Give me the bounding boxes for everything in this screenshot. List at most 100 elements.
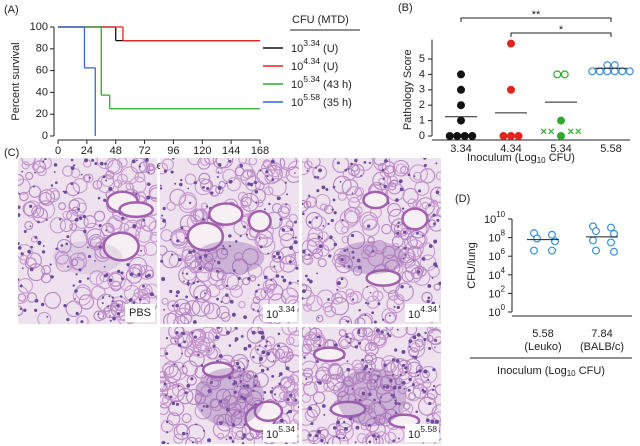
nucleus — [235, 361, 240, 366]
nucleus — [354, 158, 358, 163]
nucleus — [190, 377, 194, 381]
alveolus — [125, 267, 143, 284]
alveolus — [173, 423, 191, 440]
nucleus — [256, 348, 260, 351]
alveolus — [269, 257, 285, 273]
nucleus — [423, 163, 427, 167]
nucleus — [140, 249, 143, 252]
vessel — [365, 269, 402, 287]
nucleus — [369, 291, 372, 294]
nucleus — [318, 344, 322, 347]
alveolus — [306, 295, 323, 312]
alveolus — [107, 271, 126, 290]
nucleus — [259, 365, 261, 367]
panel-label: (C) — [4, 147, 19, 159]
nucleus — [58, 218, 62, 221]
vessel — [186, 221, 225, 252]
nucleus — [174, 340, 177, 343]
nucleus — [216, 297, 219, 301]
nucleus — [210, 380, 214, 384]
nucleus — [381, 168, 385, 172]
nucleus — [316, 189, 320, 193]
nucleus — [293, 240, 298, 245]
legend-label-exponent: 4.34 — [303, 56, 320, 66]
nucleus — [147, 273, 151, 278]
nucleus — [49, 263, 52, 266]
nucleus — [317, 235, 321, 239]
nucleus — [101, 296, 105, 299]
image-caption-base: 10 — [266, 309, 278, 321]
nucleus — [239, 380, 243, 383]
alveolus — [279, 255, 297, 273]
alveolus — [405, 327, 418, 336]
nucleus — [392, 385, 397, 390]
nucleus — [233, 379, 236, 382]
nucleus — [294, 220, 298, 224]
nucleus — [78, 279, 82, 284]
nucleus — [18, 278, 20, 281]
histology-image — [160, 158, 299, 324]
nucleus — [253, 180, 258, 185]
nucleus — [273, 265, 276, 268]
nucleus — [261, 350, 266, 355]
alveolus — [355, 371, 367, 382]
y-tick-label: 1010 — [484, 210, 506, 226]
nucleus — [195, 423, 198, 426]
nucleus — [105, 229, 108, 232]
nucleus — [345, 335, 349, 339]
nucleus — [416, 370, 419, 374]
nucleus — [393, 305, 396, 308]
nucleus — [413, 175, 416, 178]
nucleus — [173, 363, 176, 366]
nucleus — [350, 337, 352, 340]
alveolus — [168, 253, 183, 268]
data-point — [556, 132, 565, 141]
nucleus — [175, 402, 179, 406]
nucleus — [335, 435, 338, 438]
nucleus — [268, 202, 271, 206]
alveolus — [373, 431, 390, 444]
alveolus — [412, 171, 422, 181]
nucleus — [264, 344, 268, 348]
alveolus — [215, 158, 234, 169]
nucleus — [70, 182, 74, 186]
alveolus — [312, 164, 328, 180]
nucleus — [219, 421, 223, 425]
alveolus — [117, 158, 128, 168]
nucleus — [105, 179, 108, 182]
nucleus — [368, 161, 371, 165]
y-tick-label: 60 — [36, 65, 48, 77]
nucleus — [87, 254, 92, 259]
alveolus — [160, 229, 173, 242]
nucleus — [231, 423, 236, 427]
nucleus — [181, 431, 186, 436]
alveolus — [215, 388, 232, 404]
nucleus — [192, 320, 197, 324]
x-tick-label: (Leuko) — [524, 341, 561, 353]
y-tick-label: 2 — [419, 99, 425, 111]
alveolus — [185, 436, 199, 444]
nucleus — [131, 159, 136, 164]
alveolus — [357, 312, 374, 324]
y-tick-label: 108 — [488, 229, 505, 245]
nucleus — [369, 368, 372, 371]
histology-image — [18, 158, 157, 324]
nucleus — [241, 442, 245, 444]
nucleus — [75, 311, 79, 316]
alveolus — [302, 360, 319, 379]
alveolus — [349, 290, 363, 304]
alveolus — [311, 215, 327, 232]
nucleus — [55, 247, 58, 251]
alveolus — [350, 163, 359, 172]
nucleus — [202, 186, 205, 189]
alveolus — [428, 329, 441, 346]
alveolus — [96, 158, 114, 170]
alveolus — [245, 432, 254, 441]
y-tick-label-exponent: 4 — [501, 266, 506, 275]
x-tick-label: 7.84 — [591, 328, 612, 340]
nucleus — [112, 316, 116, 321]
alveolus — [285, 253, 297, 266]
nucleus — [397, 402, 401, 406]
nucleus — [364, 364, 369, 369]
nucleus — [398, 179, 403, 183]
